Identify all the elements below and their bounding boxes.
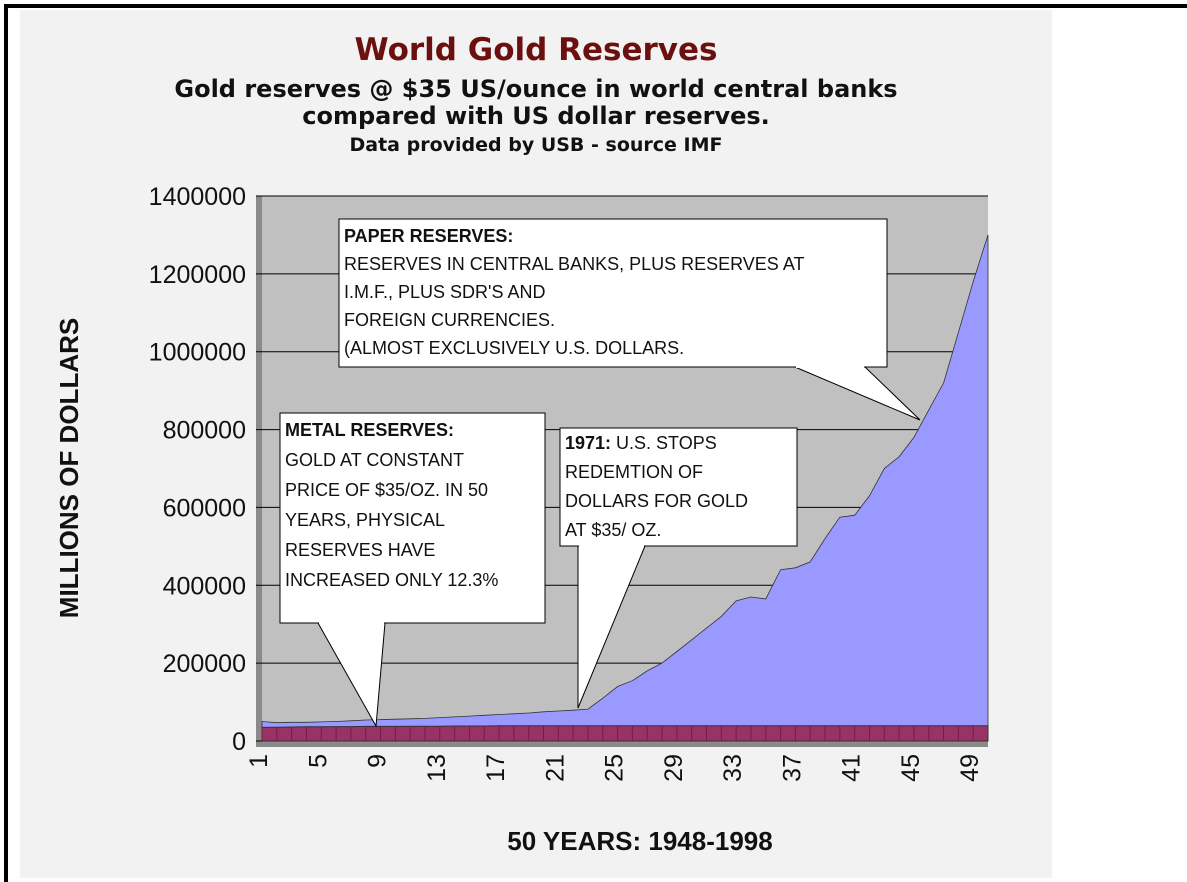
x-tick-label: 17: [482, 754, 510, 782]
x-tick-label: 45: [897, 754, 925, 782]
y-tick-label: 1400000: [149, 183, 246, 211]
x-tick-label: 25: [601, 754, 629, 782]
x-tick-label: 37: [778, 754, 806, 782]
callout-box: [559, 427, 798, 547]
x-tick-label: 5: [304, 754, 332, 768]
callout-line: I.M.F., PLUS SDR'S AND: [344, 282, 545, 302]
plot-floor: [256, 741, 988, 747]
callout-line: FOREIGN CURRENCIES.: [344, 310, 555, 330]
callout-heading: METAL RESERVES:: [285, 420, 454, 440]
callout-line: RESERVES IN CENTRAL BANKS, PLUS RESERVES…: [344, 254, 805, 274]
x-tick-label: 33: [719, 754, 747, 782]
x-tick-label: 49: [956, 754, 984, 782]
callout-line: (ALMOST EXCLUSIVELY U.S. DOLLARS.: [344, 338, 684, 358]
y-tick-label: 800000: [163, 417, 246, 445]
callout-heading: PAPER RESERVES:: [344, 226, 513, 246]
plot-side-wall: [256, 196, 262, 747]
chart-subtitle: Gold reserves @ $35 US/ounce in world ce…: [174, 75, 898, 130]
y-tick-label: 0: [232, 728, 246, 756]
x-axis-label: 50 YEARS: 1948-1998: [507, 826, 772, 856]
callout-line: PRICE OF $35/OZ. IN 50: [285, 480, 488, 500]
y-tick-label: 1200000: [149, 261, 246, 289]
window-frame: [4, 4, 1187, 882]
x-tick-label: 41: [838, 754, 866, 782]
y-tick-label: 200000: [163, 650, 246, 678]
callout-line: DOLLARS FOR GOLD: [565, 491, 748, 511]
x-tick-label: 21: [541, 754, 569, 782]
callout-box: [279, 412, 546, 624]
chart-source-note: Data provided by USB - source IMF: [349, 134, 723, 156]
callout-box: [338, 218, 888, 368]
callout-line: AT $35/ OZ.: [565, 520, 661, 540]
callout-line: INCREASED ONLY 12.3%: [285, 570, 498, 590]
callout-paper-reserves: PAPER RESERVES: RESERVES IN CENTRAL BANKS…: [338, 218, 921, 421]
x-tick-label: 29: [660, 754, 688, 782]
x-tick-label: 1: [245, 754, 273, 768]
x-tick-label: 9: [364, 754, 392, 768]
y-tick-label: 1000000: [149, 339, 246, 367]
y-tick-label: 400000: [163, 572, 246, 600]
callout-line: REDEMTION OF: [565, 462, 703, 482]
callout-heading-rest: U.S. STOPS: [611, 433, 717, 453]
callout-line: YEARS, PHYSICAL: [285, 510, 445, 530]
x-tick-label: 13: [423, 754, 451, 782]
chart-title: World Gold Reserves: [354, 32, 718, 68]
series-area-metal-reserves: [261, 725, 989, 742]
y-axis-label: MILLIONS OF DOLLARS: [54, 318, 84, 618]
callout-line: GOLD AT CONSTANT: [285, 450, 464, 470]
callout-1971: 1971: U.S. STOPS REDEMTION OF DOLLARS FOR …: [559, 427, 798, 709]
y-tick-label: 600000: [163, 494, 246, 522]
callout-metal-reserves: METAL RESERVES: GOLD AT CONSTANT PRICE OF …: [279, 412, 546, 728]
callout-line: RESERVES HAVE: [285, 540, 435, 560]
callout-heading: 1971: U.S. STOPS: [565, 433, 717, 453]
